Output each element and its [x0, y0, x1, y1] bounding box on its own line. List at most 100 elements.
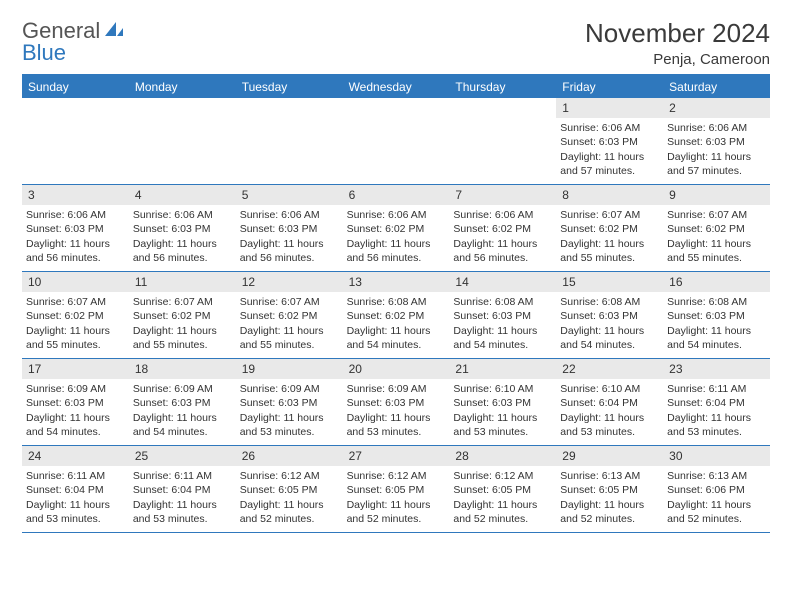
day-details: Sunrise: 6:06 AMSunset: 6:03 PMDaylight:… — [667, 121, 766, 178]
daylight-line: Daylight: 11 hours and 53 minutes. — [133, 498, 232, 526]
day-cell: 19 Sunrise: 6:09 AMSunset: 6:03 PMDayligh… — [236, 359, 343, 445]
sunrise-line: Sunrise: 6:06 AM — [667, 121, 766, 135]
dow-friday: Friday — [556, 76, 663, 98]
day-details: Sunrise: 6:12 AMSunset: 6:05 PMDaylight:… — [347, 469, 446, 526]
day-details: Sunrise: 6:09 AMSunset: 6:03 PMDaylight:… — [133, 382, 232, 439]
day-cell: 22Sunrise: 6:10 AMSunset: 6:04 PMDayligh… — [556, 359, 663, 445]
day-cell: 28Sunrise: 6:12 AMSunset: 6:05 PMDayligh… — [449, 446, 556, 532]
logo-text-blue: Blue — [22, 40, 66, 66]
day-cell: 20 Sunrise: 6:09 AMSunset: 6:03 PMDayligh… — [343, 359, 450, 445]
week-row: 3Sunrise: 6:06 AMSunset: 6:03 PMDaylight… — [22, 185, 770, 272]
day-cell: 10 Sunrise: 6:07 AMSunset: 6:02 PMDayligh… — [22, 272, 129, 358]
sunset-line: Sunset: 6:05 PM — [240, 483, 339, 497]
day-cell: 13Sunrise: 6:08 AMSunset: 6:02 PMDayligh… — [343, 272, 450, 358]
day-details: Sunrise: 6:13 AMSunset: 6:06 PMDaylight:… — [667, 469, 766, 526]
sunrise-line: Sunrise: 6:06 AM — [133, 208, 232, 222]
weeks-container: 1Sunrise: 6:06 AMSunset: 6:03 PMDaylight… — [22, 98, 770, 533]
sunrise-line: Sunrise: 6:07 AM — [667, 208, 766, 222]
sunset-line: Sunset: 6:02 PM — [26, 309, 125, 323]
sunrise-line: Sunrise: 6:07 AM — [240, 295, 339, 309]
month-title: November 2024 — [585, 18, 770, 49]
day-cell: 12 Sunrise: 6:07 AMSunset: 6:02 PMDayligh… — [236, 272, 343, 358]
day-details: Sunrise: 6:07 AMSunset: 6:02 PMDaylight:… — [26, 295, 125, 352]
day-details: Sunrise: 6:07 AMSunset: 6:02 PMDaylight:… — [133, 295, 232, 352]
day-cell — [449, 98, 556, 184]
sunset-line: Sunset: 6:02 PM — [240, 309, 339, 323]
daylight-line: Daylight: 11 hours and 56 minutes. — [133, 237, 232, 265]
daylight-line: Daylight: 11 hours and 52 minutes. — [347, 498, 446, 526]
dow-thursday: Thursday — [449, 76, 556, 98]
location: Penja, Cameroon — [585, 51, 770, 68]
day-number: 10 — [22, 272, 129, 292]
sunrise-line: Sunrise: 6:11 AM — [667, 382, 766, 396]
day-cell: 4 Sunrise: 6:06 AMSunset: 6:03 PMDaylight… — [129, 185, 236, 271]
day-details: Sunrise: 6:10 AMSunset: 6:03 PMDaylight:… — [453, 382, 552, 439]
sunset-line: Sunset: 6:03 PM — [26, 396, 125, 410]
daylight-line: Daylight: 11 hours and 53 minutes. — [347, 411, 446, 439]
sunrise-line: Sunrise: 6:10 AM — [560, 382, 659, 396]
daylight-line: Daylight: 11 hours and 53 minutes. — [240, 411, 339, 439]
day-details: Sunrise: 6:07 AMSunset: 6:02 PMDaylight:… — [240, 295, 339, 352]
sunset-line: Sunset: 6:03 PM — [133, 396, 232, 410]
day-number: 25 — [129, 446, 236, 466]
sunset-line: Sunset: 6:04 PM — [133, 483, 232, 497]
daylight-line: Daylight: 11 hours and 55 minutes. — [26, 324, 125, 352]
day-details: Sunrise: 6:08 AMSunset: 6:03 PMDaylight:… — [667, 295, 766, 352]
sunset-line: Sunset: 6:03 PM — [240, 396, 339, 410]
day-of-week-header: Sunday Monday Tuesday Wednesday Thursday… — [22, 76, 770, 98]
daylight-line: Daylight: 11 hours and 53 minutes. — [667, 411, 766, 439]
sunset-line: Sunset: 6:02 PM — [347, 222, 446, 236]
day-cell: 21Sunrise: 6:10 AMSunset: 6:03 PMDayligh… — [449, 359, 556, 445]
day-cell: 29Sunrise: 6:13 AMSunset: 6:05 PMDayligh… — [556, 446, 663, 532]
day-number: 14 — [449, 272, 556, 292]
sunset-line: Sunset: 6:03 PM — [240, 222, 339, 236]
daylight-line: Daylight: 11 hours and 55 minutes. — [240, 324, 339, 352]
dow-tuesday: Tuesday — [236, 76, 343, 98]
sunrise-line: Sunrise: 6:06 AM — [453, 208, 552, 222]
sunrise-line: Sunrise: 6:09 AM — [240, 382, 339, 396]
day-number: 26 — [236, 446, 343, 466]
day-cell — [343, 98, 450, 184]
sunrise-line: Sunrise: 6:07 AM — [26, 295, 125, 309]
day-details: Sunrise: 6:06 AMSunset: 6:03 PMDaylight:… — [240, 208, 339, 265]
day-cell: 7Sunrise: 6:06 AMSunset: 6:02 PMDaylight… — [449, 185, 556, 271]
day-number: 12 — [236, 272, 343, 292]
day-cell: 23Sunrise: 6:11 AMSunset: 6:04 PMDayligh… — [663, 359, 770, 445]
day-cell: 27Sunrise: 6:12 AMSunset: 6:05 PMDayligh… — [343, 446, 450, 532]
day-details: Sunrise: 6:06 AMSunset: 6:03 PMDaylight:… — [133, 208, 232, 265]
sunset-line: Sunset: 6:02 PM — [560, 222, 659, 236]
day-number: 15 — [556, 272, 663, 292]
day-cell: 8Sunrise: 6:07 AMSunset: 6:02 PMDaylight… — [556, 185, 663, 271]
day-cell: 16Sunrise: 6:08 AMSunset: 6:03 PMDayligh… — [663, 272, 770, 358]
sunrise-line: Sunrise: 6:06 AM — [560, 121, 659, 135]
daylight-line: Daylight: 11 hours and 53 minutes. — [26, 498, 125, 526]
day-number: 23 — [663, 359, 770, 379]
sunset-line: Sunset: 6:04 PM — [560, 396, 659, 410]
day-number: 4 — [129, 185, 236, 205]
week-row: 17Sunrise: 6:09 AMSunset: 6:03 PMDayligh… — [22, 359, 770, 446]
day-cell: 15 Sunrise: 6:08 AMSunset: 6:03 PMDayligh… — [556, 272, 663, 358]
sunset-line: Sunset: 6:03 PM — [667, 135, 766, 149]
day-cell: 6Sunrise: 6:06 AMSunset: 6:02 PMDaylight… — [343, 185, 450, 271]
sunrise-line: Sunrise: 6:07 AM — [133, 295, 232, 309]
day-number: 1 — [556, 98, 663, 118]
daylight-line: Daylight: 11 hours and 53 minutes. — [453, 411, 552, 439]
day-number: 20 — [343, 359, 450, 379]
day-details: Sunrise: 6:09 AMSunset: 6:03 PMDaylight:… — [240, 382, 339, 439]
day-details: Sunrise: 6:11 AMSunset: 6:04 PMDaylight:… — [133, 469, 232, 526]
day-details: Sunrise: 6:09 AMSunset: 6:03 PMDaylight:… — [347, 382, 446, 439]
daylight-line: Daylight: 11 hours and 56 minutes. — [453, 237, 552, 265]
day-details: Sunrise: 6:06 AMSunset: 6:02 PMDaylight:… — [347, 208, 446, 265]
day-details: Sunrise: 6:08 AMSunset: 6:03 PMDaylight:… — [560, 295, 659, 352]
header: General November 2024 Penja, Cameroon — [22, 18, 770, 68]
day-cell: 9Sunrise: 6:07 AMSunset: 6:02 PMDaylight… — [663, 185, 770, 271]
week-row: 10Sunrise: 6:07 AMSunset: 6:02 PMDayligh… — [22, 272, 770, 359]
day-number: 7 — [449, 185, 556, 205]
sunrise-line: Sunrise: 6:12 AM — [453, 469, 552, 483]
day-cell: 1Sunrise: 6:06 AMSunset: 6:03 PMDaylight… — [556, 98, 663, 184]
day-cell: 18Sunrise: 6:09 AMSunset: 6:03 PMDayligh… — [129, 359, 236, 445]
day-cell: 3Sunrise: 6:06 AMSunset: 6:03 PMDaylight… — [22, 185, 129, 271]
day-number: 9 — [663, 185, 770, 205]
day-number: 8 — [556, 185, 663, 205]
day-number: 19 — [236, 359, 343, 379]
